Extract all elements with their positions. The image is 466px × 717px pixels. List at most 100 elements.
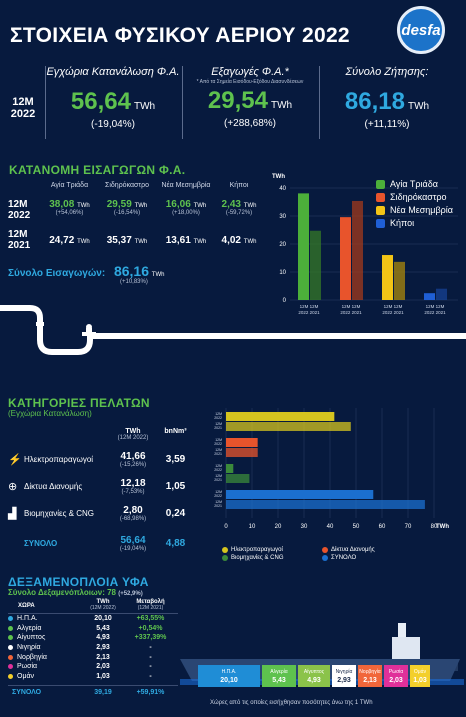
y-tick-label: 20 [279, 242, 286, 248]
kpi-exports-value: 29,54 TWh [207, 87, 293, 114]
bar [226, 500, 425, 509]
imports-total: Σύνολο Εισαγωγών: 86,16 TWh [8, 263, 165, 279]
y-tick-label: 12M [215, 474, 222, 478]
y-tick-label: 40 [279, 186, 286, 192]
x-tick-label: 2022 2021 [298, 310, 320, 315]
customer-row: ⚡ Ηλεκτροπαραγωγοί 41,66 (-15,26%) 3,59 [8, 450, 186, 468]
customers-subtitle: (Εγχώρια Κατανάλωση) [8, 409, 92, 418]
imports-row-2021: 12M 2021 24,72 TWh 35,37 TWh 13,61 TWh 4,… [8, 229, 257, 251]
legend-item: Δίκτυα Διανομής [322, 547, 422, 553]
kpi-consumption: Εγχώρια Κατανάλωση Φ.Α. 56,64 TWh (-19,04… [45, 66, 180, 139]
ship-cargo-cell [384, 665, 408, 687]
x-axis-label: TWh [436, 524, 449, 530]
customers-title: ΚΑΤΗΓΟΡΙΕΣ ΠΕΛΑΤΩΝ [8, 396, 150, 410]
x-tick-label: 70 [405, 524, 412, 530]
bar [226, 422, 351, 431]
y-tick-label: 2021 [214, 426, 222, 430]
country-dot [8, 635, 13, 641]
ship-cargo-cell [332, 665, 356, 687]
bar [382, 255, 393, 300]
imports-legend: Αγία Τριάδα Σιδηρόκαστρο Νέα Μεσημβρία Κ… [376, 178, 453, 230]
country-dot [8, 625, 13, 631]
ship-cell-country: Νορβηγία [359, 669, 381, 675]
y-tick-label: 12M [215, 412, 222, 416]
customers-bar-chart: 0 10 20 30 40 50 60 70 80TWh12M202212M202112M202… [214, 408, 449, 530]
kpi-demand: Σύνολο Ζήτησης: 86,18 TWh (+11,11%) [319, 66, 454, 139]
x-tick-label: 12M 12M [300, 304, 319, 309]
bar-shade [352, 200, 363, 300]
kpi-consumption-value: 56,64 TWh [70, 88, 156, 115]
lng-row: Νιγηρία 2,93- [8, 643, 178, 653]
legend-item: Νέα Μεσημβρία [376, 204, 453, 216]
x-tick-label: 50 [353, 524, 360, 530]
x-tick-label: 80 [431, 524, 438, 530]
kpi-demand-value: 86,18 TWh [344, 88, 430, 115]
imports-table: Αγία Τριάδα Σιδηρόκαστρο Νέα Μεσημβρία Κ… [8, 182, 268, 285]
lng-row: Αλγερία 5,43 +0,54% [8, 624, 178, 634]
ship-cargo-cell [358, 665, 382, 687]
bar [310, 230, 321, 300]
bar-shade [436, 288, 447, 300]
page-title: ΣΤΟΙΧΕΙΑ ΦΥΣΙΚΟΥ ΑΕΡΙΟΥ 2022 [10, 24, 350, 47]
ship-cargo-cell [262, 665, 296, 687]
ship-cell-country: Ομάν [414, 668, 427, 675]
y-tick-label: 2021 [214, 452, 222, 456]
y-tick-label: 12M [215, 464, 222, 468]
desfa-logo: desfa [397, 6, 445, 54]
bar [226, 474, 250, 483]
y-tick-label: 2022 [214, 494, 222, 498]
legend-item: Σιδηρόκαστρο [376, 191, 453, 203]
summary-period: 12M 2022 [10, 96, 36, 120]
ship-cell-country: Η.Π.Α. [222, 669, 237, 675]
legend-item: Κήποι [376, 217, 453, 229]
bar [394, 261, 405, 300]
y-tick-label: 2022 [214, 468, 222, 472]
customer-row: ▟ Βιομηχανίες & CNG 2,80 (-68,98%) 0,24 [8, 504, 186, 522]
country-dot [8, 673, 13, 679]
x-tick-label: 30 [301, 524, 308, 530]
legend-item: ΣΥΝΟΛΟ [322, 555, 422, 561]
ship-cell-country: Αλγερία [270, 669, 288, 675]
lng-title: ΔΕΞΑΜΕΝΟΠΛΟΙΑ ΥΦΑ [8, 575, 149, 589]
ship-cell-value: 2,93 [337, 677, 351, 684]
y-tick-label: 2021 [214, 478, 222, 482]
country-dot [8, 654, 13, 660]
customers-table: TWh (12M 2022) bnNm³ ⚡ Ηλεκτροπαραγωγοί 4… [8, 428, 198, 554]
x-tick-label: 0 [224, 524, 228, 530]
ship-cargo-cell [410, 665, 430, 687]
bar [226, 412, 335, 421]
ship-cell-value: 2,03 [389, 677, 403, 684]
bar [226, 448, 258, 457]
legend-item: Αγία Τριάδα [376, 178, 453, 190]
pipeline-divider [0, 305, 466, 355]
x-tick-label: 12M 12M [342, 304, 361, 309]
y-tick-label: 30 [279, 214, 286, 220]
y-tick-label: 0 [283, 298, 287, 304]
ship-cell-value: 2,13 [363, 677, 377, 684]
y-tick-label: 2022 [214, 442, 222, 446]
x-tick-label: 12M 12M [426, 304, 445, 309]
factory-icon: ▟ [8, 507, 17, 520]
legend-item: Βιομηχανίες & CNG [222, 555, 322, 561]
y-tick-label: 12M [215, 490, 222, 494]
lng-table: ΧΩΡΑ TWh (12M 2022) Μεταβολή (12M 2021) Η.… [8, 599, 178, 696]
bar [298, 193, 309, 300]
customer-total-row: ΣΥΝΟΛΟ 56,64 (-19,04%) 4,88 [24, 534, 186, 552]
lng-row: Ομάν 1,03- [8, 672, 178, 682]
country-dot [8, 664, 13, 670]
y-axis-label: TWh [272, 174, 285, 180]
y-tick-label: 10 [279, 270, 286, 276]
power-plant-icon: ⚡ [8, 453, 22, 466]
imports-title: ΚΑΤΑΝΟΜΗ ΕΙΣΑΓΩΓΩΝ Φ.Α. [9, 163, 186, 177]
y-tick-label: 12M [215, 438, 222, 442]
lng-row: Η.Π.Α. 20,10 +63,55% [8, 614, 178, 624]
ship-cell-value: 5,43 [272, 677, 286, 684]
bar [226, 490, 374, 499]
y-tick-label: 12M [215, 448, 222, 452]
legend-item: Ηλεκτροπαραγωγοί [222, 547, 322, 553]
imports-row-2022: 12M 2022 38,08 TWh (+54,06%) 29,59 TWh (-16… [8, 199, 257, 221]
y-tick-label: 2022 [214, 416, 222, 420]
customers-legend: Ηλεκτροπαραγωγοί Δίκτυα Διανομής Βιομηχα… [222, 547, 422, 561]
ship-cell-country: Ρωσία [389, 669, 403, 675]
lng-row: Αίγυπτος 4,93 +337,39% [8, 633, 178, 643]
